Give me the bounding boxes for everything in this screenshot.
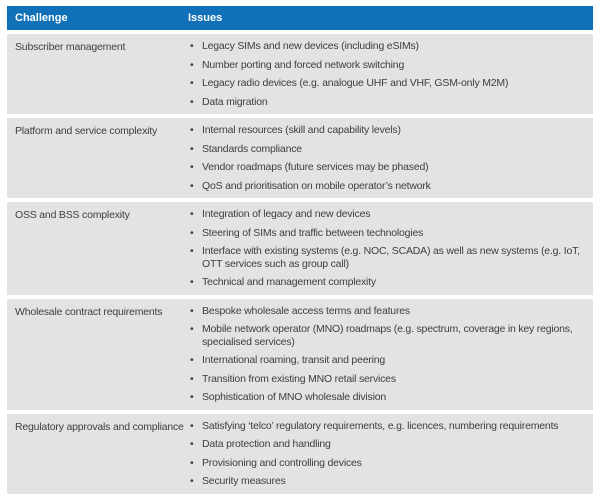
issue-item: International roaming, transit and peeri… <box>186 354 589 367</box>
table-header: Challenge Issues <box>7 6 593 30</box>
challenge-cell: Platform and service complexity <box>15 125 158 137</box>
table-row: OSS and BSS complexity Integration of le… <box>7 202 593 295</box>
table-row: Platform and service complexity Internal… <box>7 118 593 198</box>
issue-item: Data protection and handling <box>186 438 589 451</box>
issue-item: Satisfying ‘telco’ regulatory requiremen… <box>186 420 589 433</box>
issue-item: Bespoke wholesale access terms and featu… <box>186 305 589 318</box>
issues-list: Integration of legacy and new devices Ste… <box>186 208 593 289</box>
issue-item: Mobile network operator (MNO) roadmaps (… <box>186 323 589 348</box>
challenge-cell: Regulatory approvals and compliance <box>15 420 184 433</box>
table-row: Subscriber management Legacy SIMs and ne… <box>7 34 593 114</box>
issue-item: Standards compliance <box>186 143 589 156</box>
header-issues: Issues <box>188 12 223 24</box>
table-row: Regulatory approvals and compliance Sati… <box>7 413 593 494</box>
challenge-cell: Subscriber management <box>15 41 126 53</box>
issue-item: Interface with existing systems (e.g. NO… <box>186 245 589 270</box>
table-body: Subscriber management Legacy SIMs and ne… <box>7 34 593 494</box>
table-row: Wholesale contract requirements Bespoke … <box>7 298 593 410</box>
issue-item: Integration of legacy and new devices <box>186 208 589 221</box>
issue-item: Sophistication of MNO wholesale division <box>186 391 589 404</box>
challenges-issues-table: Challenge Issues Subscriber management L… <box>7 6 593 494</box>
issue-item: Security measures <box>186 475 589 488</box>
issue-item: Technical and management complexity <box>186 276 589 289</box>
issue-item: Number porting and forced network switch… <box>186 59 589 72</box>
challenge-cell: Wholesale contract requirements <box>15 305 163 318</box>
issue-item: Transition from existing MNO retail serv… <box>186 373 589 386</box>
issue-item: Vendor roadmaps (future services may be … <box>186 161 589 174</box>
issue-item: QoS and prioritisation on mobile operato… <box>186 180 589 193</box>
header-challenge: Challenge <box>15 12 68 24</box>
issues-list: Satisfying ‘telco’ regulatory requiremen… <box>186 420 593 488</box>
challenge-cell: OSS and BSS complexity <box>15 209 130 221</box>
issue-item: Legacy radio devices (e.g. analogue UHF … <box>186 77 589 90</box>
issues-list: Bespoke wholesale access terms and featu… <box>186 305 593 404</box>
issue-item: Internal resources (skill and capability… <box>186 124 589 137</box>
issue-item: Data migration <box>186 96 589 109</box>
issue-item: Steering of SIMs and traffic between tec… <box>186 227 589 240</box>
issues-list: Legacy SIMs and new devices (including e… <box>186 40 593 108</box>
issue-item: Provisioning and controlling devices <box>186 457 589 470</box>
issue-item: Legacy SIMs and new devices (including e… <box>186 40 589 53</box>
issues-list: Internal resources (skill and capability… <box>186 124 593 192</box>
